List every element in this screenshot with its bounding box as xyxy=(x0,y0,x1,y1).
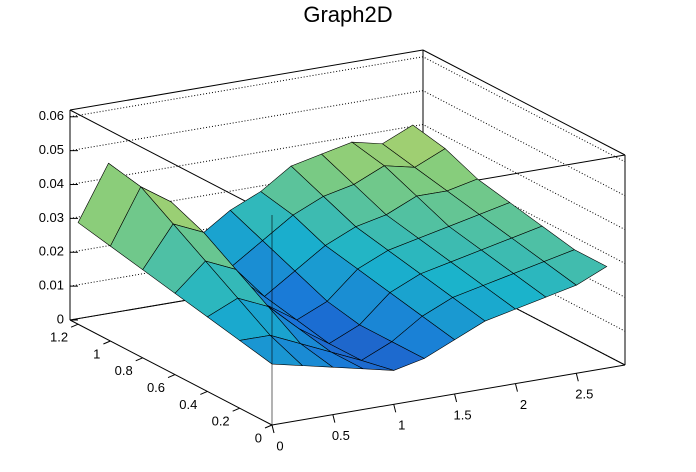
z-tick-label: 0.04 xyxy=(39,176,64,191)
x-tick xyxy=(271,424,275,434)
box-edge xyxy=(69,109,273,216)
z-tick-label: 0.02 xyxy=(39,244,64,259)
y-tick-label: 0.8 xyxy=(115,363,133,378)
x-tick-label: 1.5 xyxy=(454,407,472,422)
x-tick xyxy=(393,404,397,413)
y-tick xyxy=(70,323,79,328)
box-edge xyxy=(271,364,626,426)
y-tick-label: 0.6 xyxy=(147,380,165,395)
x-tick xyxy=(514,383,518,392)
y-tick-label: 0 xyxy=(255,430,262,445)
y-tick xyxy=(264,424,273,429)
y-tick-label: 1 xyxy=(93,346,100,361)
z-tick-label: 0.03 xyxy=(39,210,64,225)
y-tick xyxy=(103,340,111,345)
z-tick-label: 0.01 xyxy=(39,278,64,293)
y-tick xyxy=(232,407,240,412)
x-tick xyxy=(332,414,336,423)
x-tick-label: 0 xyxy=(276,438,283,453)
y-tick xyxy=(135,357,143,362)
z-tick-label: 0 xyxy=(57,311,64,326)
y-tick xyxy=(167,374,176,379)
y-tick-label: 0.4 xyxy=(179,397,197,412)
z-tick-label: 0.06 xyxy=(39,108,64,123)
x-tick xyxy=(575,373,579,382)
box-edge xyxy=(422,49,626,156)
y-tick-label: 1.2 xyxy=(50,330,68,345)
z-tick-label: 0.05 xyxy=(39,142,64,157)
box-edge xyxy=(69,319,273,426)
x-tick-label: 0.5 xyxy=(332,428,350,443)
y-tick-label: 0.2 xyxy=(212,414,230,429)
y-tick xyxy=(200,390,208,395)
x-tick-label: 1 xyxy=(398,418,405,433)
x-tick xyxy=(454,393,458,403)
chart-title: Graph2D xyxy=(303,2,392,27)
x-tick-label: 2.5 xyxy=(575,387,593,402)
x-tick-label: 2 xyxy=(520,397,527,412)
surface-cell xyxy=(238,334,304,366)
box-edge xyxy=(69,49,424,111)
